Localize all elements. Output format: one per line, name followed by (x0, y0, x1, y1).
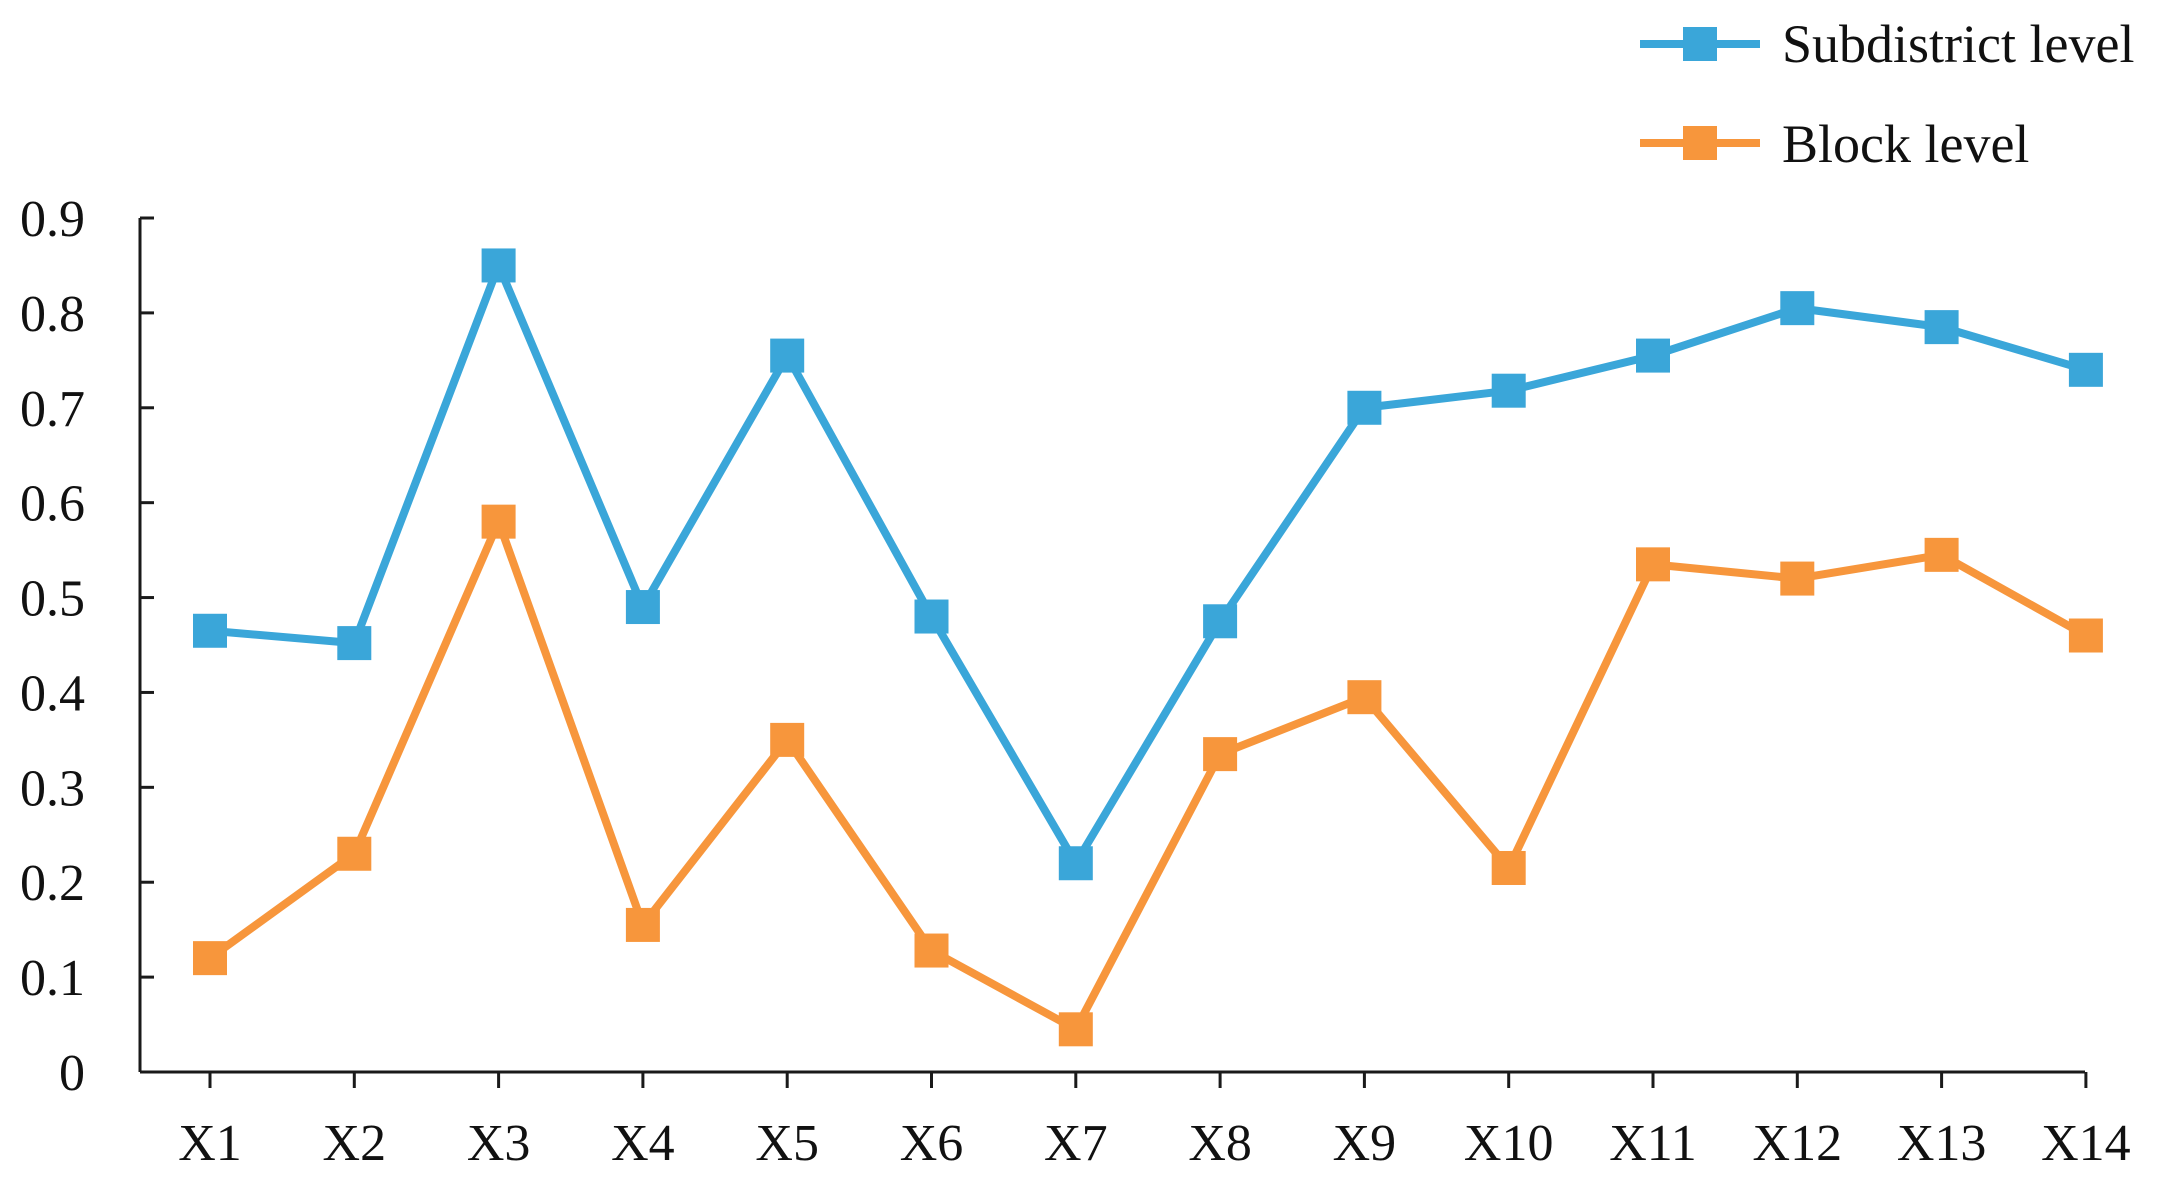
x-tick-label: X5 (755, 1115, 819, 1172)
y-tick-label: 0.2 (20, 855, 85, 912)
y-tick-label: 0.8 (20, 286, 85, 343)
data-point-subdistrict-level (625, 590, 660, 625)
data-point-subdistrict-level (1058, 846, 1093, 881)
data-point-block-level (1780, 561, 1815, 596)
data-point-block-level (1347, 680, 1382, 715)
data-point-block-level (770, 722, 805, 757)
data-point-subdistrict-level (2068, 352, 2103, 387)
x-tick-label: X3 (467, 1115, 531, 1172)
y-tick-label: 0.5 (20, 571, 85, 628)
x-tick-label: X8 (1188, 1115, 1252, 1172)
data-point-subdistrict-level (914, 599, 949, 634)
data-point-subdistrict-level (1924, 310, 1959, 345)
y-tick-label: 0 (59, 1045, 85, 1102)
legend-label-subdistrict: Subdistrict level (1782, 14, 2134, 74)
y-tick-label: 0.4 (20, 665, 85, 722)
series-subdistrict-level (193, 248, 2103, 881)
y-tick-label: 0.1 (20, 950, 85, 1007)
data-point-block-level (1924, 537, 1959, 572)
x-tick-label: X10 (1464, 1115, 1554, 1172)
data-point-block-level (625, 907, 660, 942)
y-tick-label: 0.6 (20, 476, 85, 533)
x-tick-label: X12 (1753, 1115, 1843, 1172)
x-tick-label: X11 (1609, 1115, 1697, 1172)
data-point-subdistrict-level (193, 613, 227, 648)
x-tick-label: X13 (1897, 1115, 1987, 1172)
x-tick-label: X4 (611, 1115, 675, 1172)
series-line-block-level (206, 517, 2090, 1034)
x-tick-label: X7 (1044, 1115, 1108, 1172)
data-point-subdistrict-level (1636, 338, 1670, 373)
legend-swatch-marker-subdistrict (1683, 27, 1717, 61)
y-tick-label: 0.9 (20, 191, 85, 248)
legend-item-subdistrict: Subdistrict level (1640, 14, 2134, 74)
data-point-subdistrict-level (1491, 373, 1526, 408)
data-point-block-level (193, 941, 227, 976)
data-point-block-level (337, 836, 372, 871)
data-point-block-level (481, 504, 516, 539)
data-point-block-level (1058, 1012, 1093, 1047)
data-point-subdistrict-level (1203, 604, 1238, 639)
data-point-subdistrict-level (1780, 291, 1815, 326)
data-point-subdistrict-level (337, 626, 372, 661)
legend: Subdistrict level Block level (1640, 14, 2134, 174)
x-tick-label: X2 (323, 1115, 387, 1172)
series-layer (193, 248, 2103, 1047)
data-point-block-level (1491, 850, 1526, 885)
axes: 0 0.1 0.2 0.3 0.4 0.5 0.6 0.7 0.8 0.9 X1 X2 X3 X4 X5 X6… (20, 191, 2131, 1172)
data-point-block-level (1203, 737, 1238, 772)
data-point-subdistrict-level (481, 248, 516, 283)
legend-swatch-marker-block (1683, 126, 1717, 160)
x-tick-label: X14 (2041, 1115, 2131, 1172)
x-tick-label: X6 (900, 1115, 964, 1172)
y-tick-label: 0.7 (20, 381, 85, 438)
legend-label-block: Block level (1782, 114, 2029, 174)
data-point-block-level (914, 933, 949, 968)
y-tick-label: 0.3 (20, 760, 85, 817)
data-point-block-level (2068, 618, 2103, 653)
x-tick-label: X1 (178, 1115, 242, 1172)
series-block-level (193, 504, 2103, 1047)
data-point-block-level (1636, 547, 1670, 582)
series-line-subdistrict-level (206, 261, 2090, 868)
legend-item-block: Block level (1640, 114, 2029, 174)
x-tick-label: X9 (1333, 1115, 1397, 1172)
data-point-subdistrict-level (1347, 390, 1382, 425)
data-point-subdistrict-level (770, 338, 805, 373)
